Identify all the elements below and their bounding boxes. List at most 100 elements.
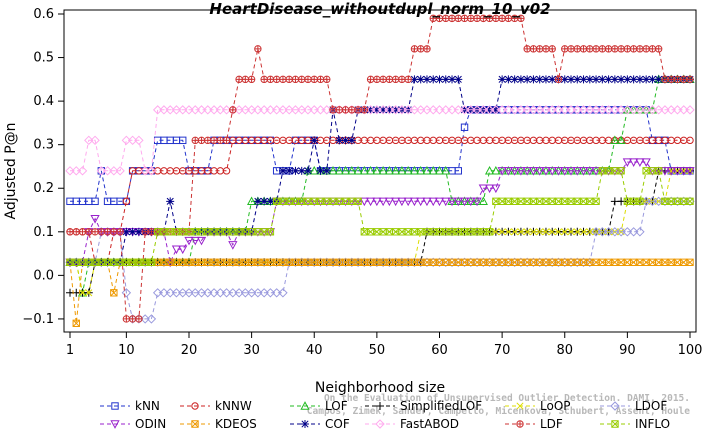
legend-label: LDF: [540, 417, 563, 431]
y-tick-label: −0.1: [22, 312, 54, 327]
data-point: [291, 75, 300, 83]
data-point: [221, 105, 232, 115]
data-point: [561, 45, 569, 53]
data-point: [246, 288, 257, 298]
data-point: [454, 75, 463, 84]
y-tick-label: 0.5: [33, 51, 54, 66]
series-inflo: [66, 167, 694, 267]
data-point: [654, 167, 663, 175]
legend-marker: [111, 402, 119, 410]
data-point: [323, 75, 331, 83]
y-tick-label: 0.1: [33, 225, 54, 240]
data-point: [573, 45, 581, 53]
y-tick-label: 0.6: [33, 7, 54, 22]
watermark-line-2: Campos, Zimek, Sander, Campello, Micenko…: [307, 406, 690, 417]
data-point: [159, 105, 169, 115]
data-point: [348, 106, 356, 114]
data-point: [548, 228, 556, 236]
data-point: [409, 165, 420, 175]
data-point: [585, 105, 595, 115]
data-point: [616, 105, 626, 115]
data-point: [673, 167, 682, 175]
data-point: [654, 75, 663, 84]
data-point: [134, 135, 144, 146]
data-point: [466, 105, 476, 115]
x-tick-label: 50: [369, 343, 386, 358]
data-point: [260, 197, 269, 206]
data-point: [610, 227, 620, 237]
data-point: [403, 165, 413, 175]
data-point: [434, 105, 445, 115]
data-point: [647, 196, 658, 207]
data-point: [234, 288, 244, 298]
legend-marker: [376, 402, 384, 410]
data-point: [403, 105, 413, 115]
data-point: [335, 136, 344, 145]
data-point: [504, 75, 513, 84]
data-point: [196, 236, 207, 246]
data-point: [422, 75, 431, 84]
data-point: [416, 75, 425, 84]
data-point: [278, 288, 288, 298]
data-point: [641, 158, 651, 167]
data-point: [535, 167, 545, 176]
data-point: [629, 45, 638, 53]
data-point: [654, 45, 663, 53]
data-point: [484, 165, 495, 175]
data-point: [653, 105, 664, 115]
data-point: [102, 166, 113, 176]
data-point: [271, 288, 282, 298]
data-point: [517, 14, 525, 22]
data-point: [265, 105, 276, 115]
data-point: [221, 288, 232, 298]
data-point: [422, 197, 432, 207]
data-point: [566, 167, 576, 176]
data-point: [617, 75, 626, 84]
legend-marker: [610, 401, 620, 411]
data-point: [578, 105, 589, 115]
data-point: [196, 288, 207, 298]
data-point: [178, 288, 188, 298]
data-point: [466, 197, 476, 207]
data-point: [178, 245, 188, 255]
data-point: [560, 167, 570, 176]
legend-marker: [301, 420, 309, 428]
data-point: [672, 105, 683, 115]
chart-title: HeartDisease_withoutdupl_norm_10_v02: [209, 0, 550, 18]
data-point: [447, 197, 457, 207]
data-point: [397, 105, 407, 115]
data-point: [686, 197, 694, 206]
data-point: [266, 228, 275, 236]
series-line-odin: [70, 161, 690, 264]
data-point: [547, 105, 557, 115]
data-point: [591, 227, 601, 237]
data-point: [666, 105, 676, 115]
data-point: [529, 228, 537, 236]
data-point: [422, 165, 432, 175]
data-point: [360, 106, 369, 114]
data-point: [266, 197, 275, 206]
data-point: [404, 75, 412, 83]
data-point: [322, 166, 331, 175]
data-point: [603, 227, 614, 237]
data-point: [429, 75, 438, 84]
data-point: [622, 227, 633, 237]
data-point: [579, 228, 588, 236]
data-point: [434, 197, 445, 207]
data-point: [616, 135, 626, 145]
x-tick-label: 10: [118, 343, 135, 358]
data-point: [391, 197, 401, 207]
data-point: [503, 167, 514, 176]
data-point: [384, 105, 395, 115]
legend-marker: [300, 401, 310, 410]
data-point: [423, 45, 431, 53]
data-point: [340, 165, 351, 175]
data-point: [586, 45, 594, 53]
data-point: [285, 166, 294, 175]
legend-item-loop: LoOP: [505, 399, 571, 413]
data-point: [567, 75, 576, 84]
x-tick-label: 40: [306, 343, 323, 358]
data-point: [535, 45, 544, 53]
data-point: [109, 166, 119, 176]
